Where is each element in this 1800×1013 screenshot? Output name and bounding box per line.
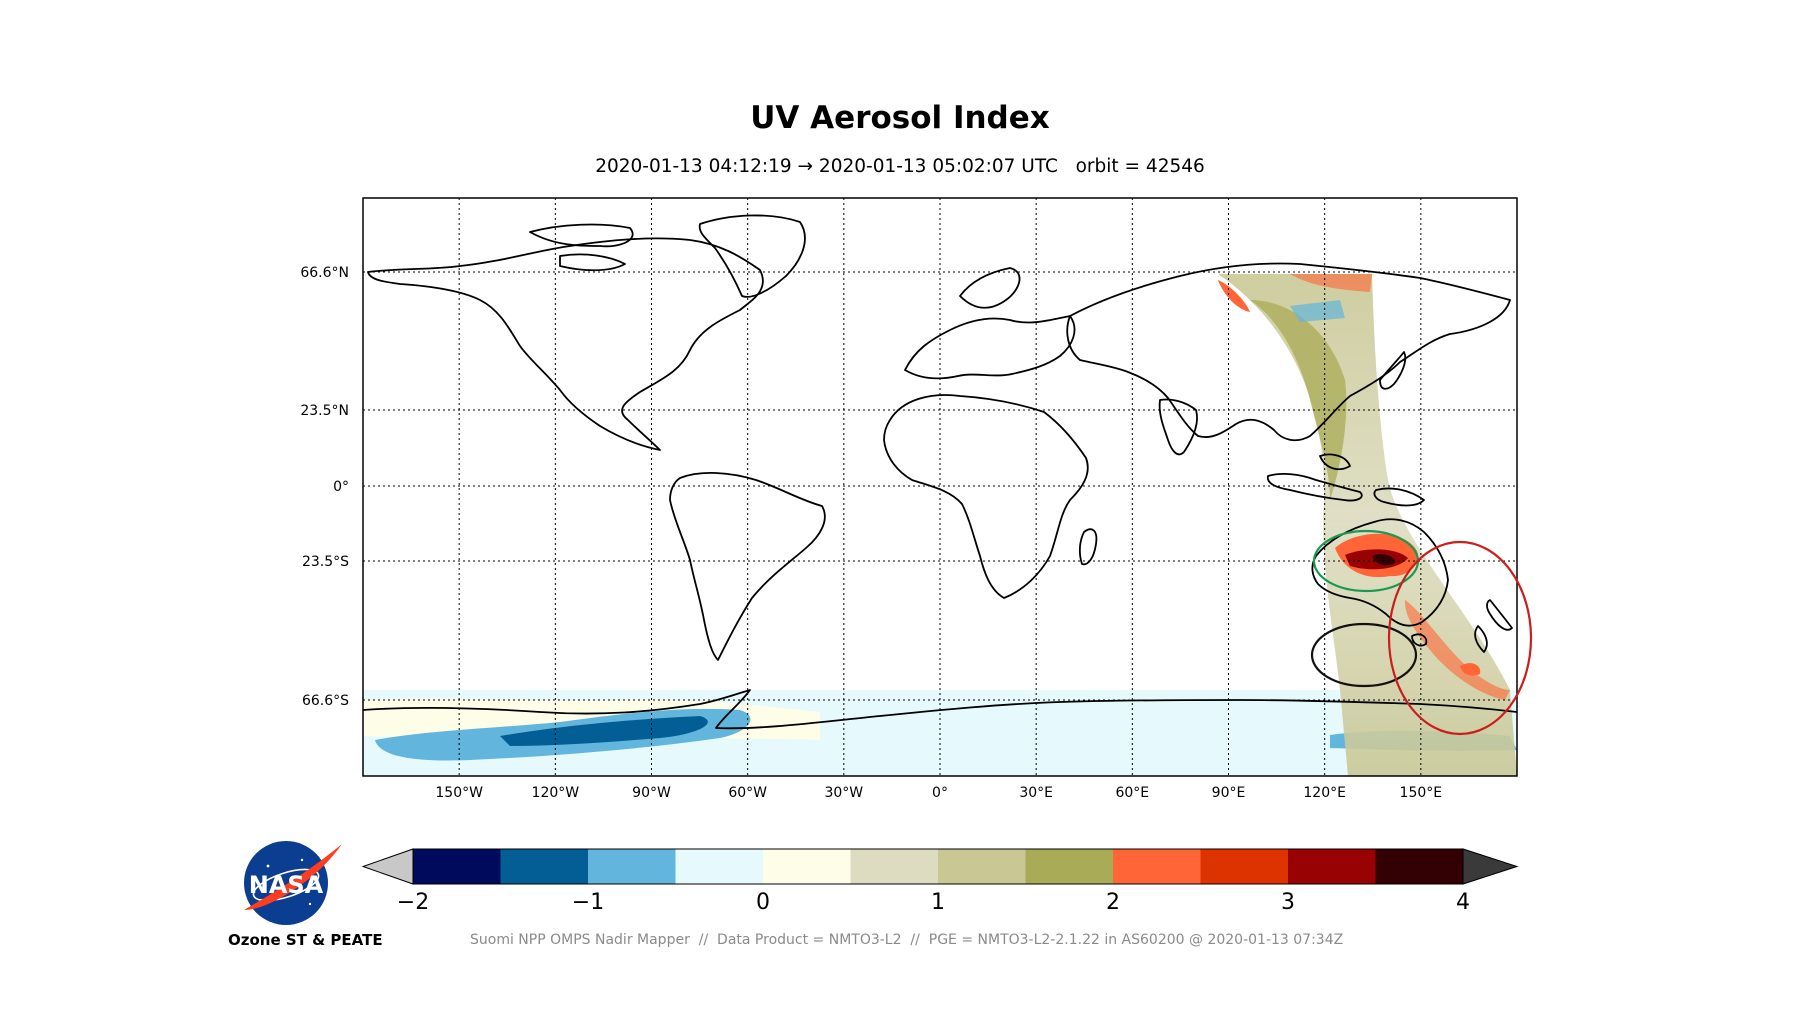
aerosol-plume-tasman: [1404, 600, 1510, 700]
negative-index-patch-dark: [500, 716, 708, 746]
coast-north-america: [367, 237, 764, 451]
aerosol-north-strip: [1290, 274, 1372, 292]
coast-madagascar: [1078, 528, 1098, 566]
high-aerosol-australia-peak: [1372, 554, 1396, 566]
longitude-label: 150°W: [435, 785, 483, 801]
latitude-label: 23.5°S: [302, 554, 349, 570]
coastlines: [363, 214, 1517, 730]
colorbar-segment: [1025, 849, 1114, 884]
coast-europe: [904, 315, 1076, 380]
swath-olive-patch: [1250, 300, 1347, 500]
colorbar-tick-label: 1: [931, 890, 945, 915]
colorbar-segment: [1288, 849, 1376, 884]
colorbar-tick-label: 3: [1281, 890, 1295, 915]
aerosol-plume-south: [1460, 663, 1481, 676]
coast-africa: [883, 394, 1089, 599]
longitude-labels: 150°W 120°W 90°W 60°W 30°W 0° 30°E 60°E 90°E 120°…: [435, 785, 1442, 801]
swath-light-patch: [1290, 300, 1345, 322]
colorbar-segment: [1200, 849, 1289, 884]
colorbar-tick-label: 2: [1106, 890, 1120, 915]
latitude-labels: 66.6°N 23.5°N 0° 23.5°S 66.6°S: [300, 265, 349, 709]
colorbar-segment: [675, 849, 764, 884]
colorbar-tick-label: 0: [756, 890, 770, 915]
latitude-label: 66.6°N: [300, 265, 349, 281]
coast-scandinavia: [959, 267, 1021, 309]
aerosol-north-siberia: [1218, 280, 1250, 312]
longitude-label: 30°W: [824, 785, 863, 801]
graticule: [363, 198, 1517, 776]
colorbar-segment: [938, 849, 1026, 884]
latitude-label: 66.6°S: [302, 693, 349, 709]
colorbar-under-arrow: [361, 848, 414, 885]
colorbar-segment: [763, 849, 851, 884]
colorbar: −2 −1 0 1 2 3 4: [361, 848, 1519, 915]
colorbar-over-arrow: [1462, 848, 1519, 885]
coast-australia: [1311, 518, 1449, 627]
annotation-black-ellipse: [1310, 622, 1418, 688]
coast-south-america: [669, 472, 826, 661]
map-title: UV Aerosol Index: [750, 100, 1050, 136]
logo-caption: Ozone ST & PEATE: [228, 931, 383, 949]
longitude-label: 120°E: [1303, 785, 1346, 801]
nasa-logo: NASA: [238, 838, 346, 928]
latitude-label: 23.5°N: [300, 403, 349, 419]
colorbar-tick-label: 4: [1456, 890, 1470, 915]
coast-tasmania: [1411, 633, 1428, 647]
latitude-label: 0°: [333, 479, 349, 495]
coast-japan: [1379, 351, 1407, 390]
colorbar-tick-label: −1: [572, 890, 604, 915]
colorbar-tick-label: −2: [397, 890, 429, 915]
colorbar-frame: [412, 848, 1464, 885]
annotation-red-ellipse: [1387, 540, 1533, 736]
coast-greenland: [698, 214, 806, 298]
longitude-label: 150°E: [1400, 785, 1443, 801]
coast-india: [1158, 398, 1198, 456]
nasa-logo-text: NASA: [249, 871, 324, 899]
longitude-label: 90°E: [1212, 785, 1246, 801]
map-subtitle: 2020-01-13 04:12:19 → 2020-01-13 05:02:0…: [595, 156, 1205, 177]
coast-antarctica: [363, 689, 1517, 730]
nasa-meatball-icon: NASA: [244, 841, 342, 925]
coast-arctic-islands: [529, 223, 634, 272]
longitude-label: 30°E: [1019, 785, 1053, 801]
longitude-label: 0°: [932, 785, 948, 801]
longitude-label: 60°W: [728, 785, 767, 801]
longitude-label: 90°W: [632, 785, 671, 801]
colorbar-segment: [500, 849, 589, 884]
map-frame: [362, 197, 1518, 777]
colorbar-segment: [413, 849, 501, 884]
colorbar-segment: [1375, 849, 1464, 884]
footer-text: Suomi NPP OMPS Nadir Mapper // Data Prod…: [470, 932, 1344, 948]
longitude-label: 60°E: [1115, 785, 1149, 801]
coast-new-zealand: [1474, 599, 1513, 653]
coast-indonesia: [1266, 453, 1363, 502]
colorbar-segment: [588, 849, 676, 884]
coast-asia: [1066, 262, 1511, 442]
coast-new-guinea: [1373, 487, 1425, 507]
colorbar-segment: [1113, 849, 1201, 884]
colorbar-segment: [850, 849, 939, 884]
longitude-label: 120°W: [532, 785, 580, 801]
